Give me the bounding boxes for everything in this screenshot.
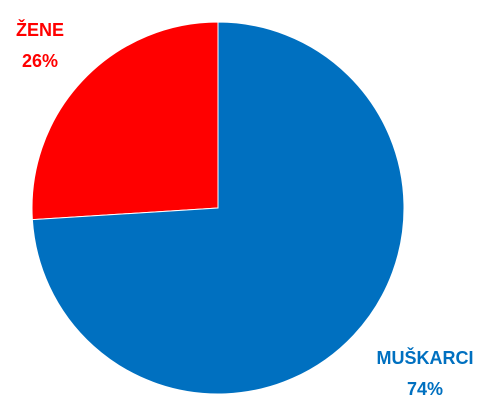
slice-label-zene: ŽENE: [16, 19, 64, 40]
pie-slices: [31, 21, 405, 395]
pie-slice-zene: [31, 21, 219, 221]
slice-value-zene: 26%: [22, 51, 58, 71]
slice-value-muskarci: 74%: [407, 379, 443, 399]
pie-slice-muskarci: [31, 21, 405, 395]
slice-label-muskarci: MUŠKARCI: [377, 347, 474, 368]
